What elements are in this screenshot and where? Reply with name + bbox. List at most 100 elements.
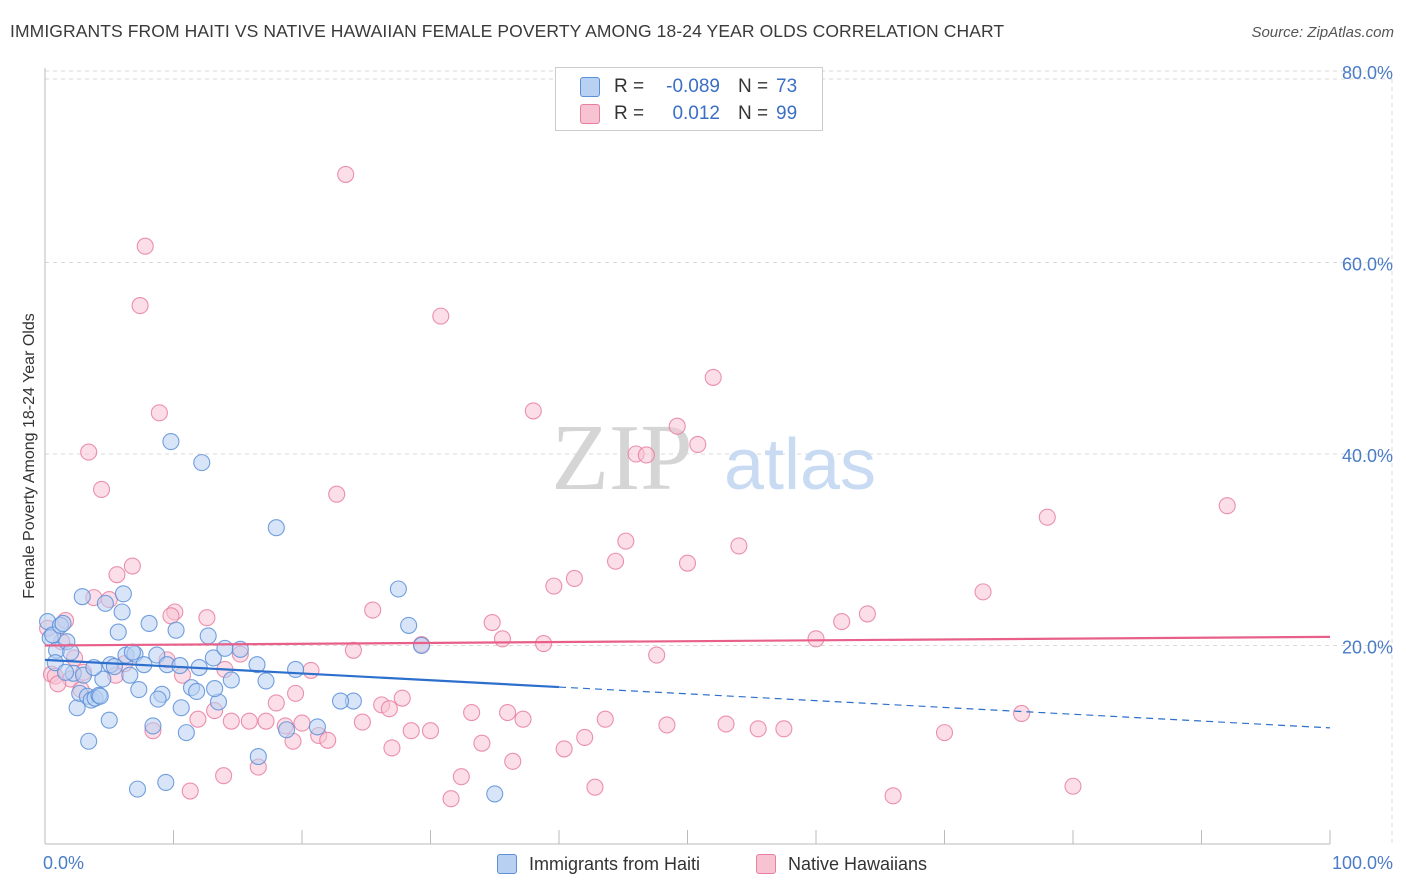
data-point bbox=[1064, 777, 1082, 795]
data-point bbox=[637, 446, 655, 464]
data-point bbox=[380, 700, 398, 718]
data-point bbox=[308, 718, 326, 736]
bottom-legend-swatch-pink bbox=[756, 854, 776, 874]
data-point bbox=[144, 717, 162, 735]
data-point bbox=[442, 790, 460, 808]
data-point bbox=[730, 537, 748, 555]
data-point bbox=[565, 569, 583, 588]
data-point bbox=[974, 583, 992, 601]
legend-r-label: R = bbox=[614, 103, 645, 124]
data-point bbox=[606, 552, 625, 570]
data-point bbox=[278, 721, 296, 739]
data-point bbox=[658, 716, 676, 734]
trend-lines bbox=[44, 635, 1331, 729]
data-point bbox=[128, 780, 147, 798]
data-point bbox=[62, 643, 80, 661]
data-point bbox=[150, 404, 168, 422]
data-point bbox=[188, 682, 206, 701]
data-point bbox=[108, 566, 126, 584]
data-point bbox=[222, 712, 240, 730]
data-point bbox=[717, 715, 735, 733]
bottom-legend-label-haiti: Immigrants from Haiti bbox=[529, 853, 701, 874]
data-point bbox=[248, 656, 266, 674]
data-point bbox=[535, 635, 553, 653]
data-point bbox=[240, 712, 258, 730]
legend-swatch-pink bbox=[580, 104, 600, 124]
data-point bbox=[473, 734, 491, 752]
data-point bbox=[73, 588, 91, 606]
data-point bbox=[668, 417, 686, 435]
data-point bbox=[383, 739, 401, 757]
data-point bbox=[364, 601, 382, 619]
data-point bbox=[109, 623, 127, 641]
data-point bbox=[94, 670, 112, 688]
data-point bbox=[704, 368, 722, 386]
data-point bbox=[136, 237, 154, 255]
data-point bbox=[131, 297, 149, 315]
data-point bbox=[80, 443, 98, 461]
data-point bbox=[493, 630, 512, 648]
data-point bbox=[678, 554, 697, 572]
data-point bbox=[344, 641, 362, 659]
data-point bbox=[92, 480, 111, 498]
data-point bbox=[504, 752, 522, 770]
data-point bbox=[353, 713, 371, 731]
data-point bbox=[193, 454, 211, 472]
data-point bbox=[130, 680, 148, 699]
data-point bbox=[1038, 508, 1056, 526]
data-point bbox=[206, 680, 224, 698]
data-point bbox=[331, 692, 350, 710]
legend-r-value: 0.012 bbox=[672, 103, 720, 124]
series-immigrants-from-haiti bbox=[39, 433, 504, 803]
legend-row-hawaiians: R = 0.012 N = 99 bbox=[580, 101, 797, 127]
legend-n-value: 99 bbox=[776, 103, 798, 124]
axis-layer bbox=[44, 68, 1331, 845]
legend: R = -0.089 N = 73 R = 0.012 N = 99 bbox=[555, 67, 823, 131]
data-point bbox=[172, 699, 190, 717]
data-point bbox=[287, 684, 305, 702]
x-tick-label: 100.0% bbox=[1332, 853, 1393, 873]
data-point bbox=[319, 731, 337, 749]
data-point bbox=[596, 710, 614, 728]
data-point bbox=[216, 639, 234, 657]
data-point bbox=[400, 616, 418, 634]
data-point bbox=[257, 712, 275, 730]
data-point bbox=[514, 710, 532, 728]
data-point bbox=[935, 724, 954, 742]
data-point bbox=[149, 690, 167, 708]
data-point bbox=[1218, 497, 1236, 515]
bottom-legend-label-hawaiians: Native Hawaiians bbox=[788, 853, 928, 874]
data-point bbox=[267, 694, 285, 712]
data-point bbox=[267, 519, 285, 537]
data-point bbox=[54, 614, 72, 633]
bottom-legend-swatch-blue bbox=[497, 854, 517, 874]
data-point bbox=[524, 402, 542, 420]
data-point bbox=[617, 532, 635, 550]
data-point bbox=[181, 782, 199, 800]
data-point bbox=[198, 609, 216, 627]
data-point bbox=[249, 748, 267, 766]
data-point bbox=[555, 740, 573, 758]
data-point bbox=[113, 603, 131, 621]
x-tick-label: 0.0% bbox=[43, 853, 84, 873]
watermark-zip: ZIP bbox=[552, 406, 693, 510]
data-point bbox=[96, 594, 114, 612]
data-point bbox=[545, 577, 563, 595]
data-point bbox=[576, 728, 594, 746]
data-point bbox=[293, 714, 311, 732]
data-point bbox=[199, 627, 217, 645]
trend-line-solid bbox=[44, 658, 560, 689]
data-point bbox=[222, 671, 240, 689]
data-point bbox=[499, 703, 517, 722]
data-point bbox=[689, 435, 707, 453]
data-point bbox=[80, 732, 98, 750]
y-tick-label: 60.0% bbox=[1342, 255, 1393, 275]
tick-labels: 20.0% 40.0% 60.0% 80.0% 0.0% 100.0% bbox=[43, 63, 1393, 873]
y-tick-label: 40.0% bbox=[1342, 446, 1393, 466]
legend-swatch-blue bbox=[580, 77, 600, 97]
y-axis-label: Female Poverty Among 18-24 Year Olds bbox=[21, 313, 38, 599]
bottom-legend-hawaiians: Native Hawaiians bbox=[756, 851, 927, 877]
data-point bbox=[463, 703, 481, 722]
data-point bbox=[114, 585, 132, 603]
